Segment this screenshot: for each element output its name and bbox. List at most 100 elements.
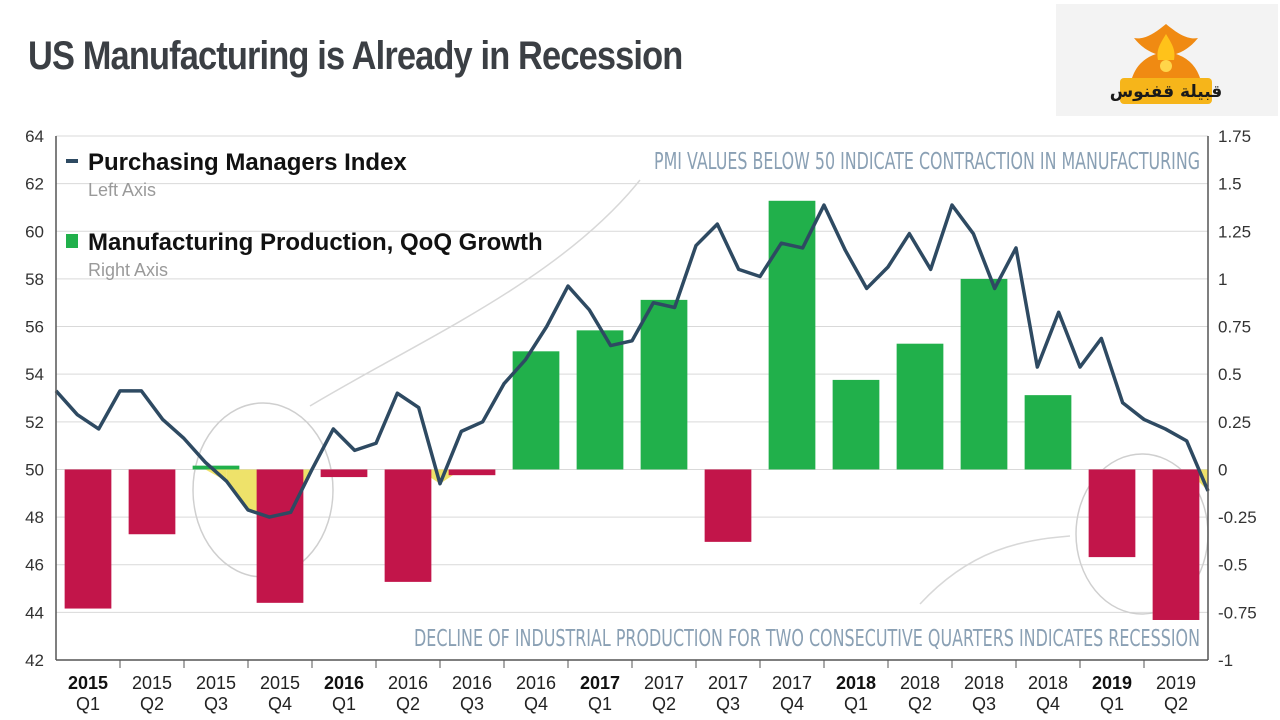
x-label-year: 2017 bbox=[580, 673, 620, 693]
production-bar bbox=[960, 278, 1008, 470]
x-label-year: 2015 bbox=[260, 673, 300, 693]
production-bar bbox=[768, 200, 816, 470]
production-bar bbox=[832, 379, 880, 470]
left-tick-label: 54 bbox=[25, 365, 44, 384]
left-tick-label: 44 bbox=[25, 603, 44, 622]
x-label-year: 2016 bbox=[388, 673, 428, 693]
annotation-connector-bottom bbox=[919, 535, 1071, 605]
left-axis-ticks: 42 44 46 48 50 52 54 56 58 60 62 64 bbox=[25, 127, 44, 670]
production-bar bbox=[1152, 469, 1200, 620]
production-bar bbox=[1024, 395, 1072, 470]
left-tick-label: 60 bbox=[25, 222, 44, 241]
left-tick-label: 52 bbox=[25, 413, 44, 432]
phoenix-icon bbox=[1132, 24, 1200, 78]
legend-production-label: Manufacturing Production, QoQ Growth bbox=[88, 229, 543, 256]
right-tick-label: 0.75 bbox=[1218, 318, 1251, 337]
legend: Purchasing Managers Index Left Axis Manu… bbox=[66, 149, 543, 280]
x-label-quarter: Q1 bbox=[844, 694, 868, 714]
x-label-year: 2015 bbox=[132, 673, 172, 693]
page-title: US Manufacturing is Already in Recession bbox=[28, 34, 683, 78]
legend-production-swatch bbox=[66, 234, 78, 248]
x-label-year: 2016 bbox=[324, 673, 364, 693]
x-label-quarter: Q1 bbox=[332, 694, 356, 714]
production-bar bbox=[1088, 469, 1136, 558]
pmi-series-line bbox=[54, 203, 1210, 519]
legend-production-axis-note: Right Axis bbox=[88, 260, 168, 280]
x-label-quarter: Q3 bbox=[204, 694, 228, 714]
x-label-quarter: Q4 bbox=[524, 694, 548, 714]
x-label-year: 2016 bbox=[452, 673, 492, 693]
pmi-contraction-shade bbox=[226, 469, 248, 510]
x-label-quarter: Q2 bbox=[652, 694, 676, 714]
production-bar bbox=[640, 299, 688, 470]
phoenix-logo-icon: قبيلة قفنوس bbox=[1056, 4, 1278, 116]
x-label-quarter: Q1 bbox=[1100, 694, 1124, 714]
right-tick-label: 0 bbox=[1218, 460, 1227, 479]
x-label-year: 2016 bbox=[516, 673, 556, 693]
production-bar bbox=[512, 351, 560, 470]
annotation-recession: DECLINE OF INDUSTRIAL PRODUCTION FOR TWO… bbox=[414, 626, 1200, 652]
x-label-quarter: Q3 bbox=[972, 694, 996, 714]
left-tick-label: 42 bbox=[25, 651, 44, 670]
left-tick-label: 46 bbox=[25, 556, 44, 575]
legend-pmi-label: Purchasing Managers Index bbox=[88, 149, 407, 176]
right-tick-label: 1 bbox=[1218, 270, 1227, 289]
x-label-quarter: Q3 bbox=[460, 694, 484, 714]
production-bar bbox=[704, 469, 752, 542]
x-label-year: 2015 bbox=[196, 673, 236, 693]
right-tick-label: 0.5 bbox=[1218, 365, 1242, 384]
x-label-year: 2018 bbox=[836, 673, 876, 693]
x-label-quarter: Q1 bbox=[588, 694, 612, 714]
x-label-year: 2018 bbox=[964, 673, 1004, 693]
x-label-quarter: Q4 bbox=[780, 694, 804, 714]
right-tick-label: -1 bbox=[1218, 651, 1233, 670]
right-tick-label: 1.25 bbox=[1218, 222, 1251, 241]
left-tick-label: 48 bbox=[25, 508, 44, 527]
x-label-year: 2017 bbox=[708, 673, 748, 693]
production-bar bbox=[192, 465, 240, 470]
production-bar bbox=[128, 469, 176, 535]
x-label-quarter: Q3 bbox=[716, 694, 740, 714]
x-label-quarter: Q4 bbox=[268, 694, 292, 714]
production-bar bbox=[256, 469, 304, 603]
x-label-quarter: Q2 bbox=[396, 694, 420, 714]
x-label-quarter: Q4 bbox=[1036, 694, 1060, 714]
x-label-year: 2015 bbox=[68, 673, 108, 693]
legend-pmi-swatch bbox=[66, 159, 78, 163]
right-tick-label: 1.75 bbox=[1218, 127, 1251, 146]
left-tick-label: 56 bbox=[25, 318, 44, 337]
production-bar bbox=[448, 469, 496, 476]
x-label-year: 2018 bbox=[1028, 673, 1068, 693]
x-label-year: 2017 bbox=[772, 673, 812, 693]
logo-text: قبيلة قفنوس bbox=[1110, 82, 1223, 102]
production-bar bbox=[64, 469, 112, 609]
production-bars bbox=[64, 200, 1200, 620]
legend-pmi-axis-note: Left Axis bbox=[88, 180, 156, 200]
x-axis-labels: 2015Q12015Q22015Q32015Q42016Q12016Q22016… bbox=[68, 660, 1196, 714]
x-label-quarter: Q2 bbox=[1164, 694, 1188, 714]
x-label-year: 2017 bbox=[644, 673, 684, 693]
pmi-contraction-shade bbox=[205, 469, 227, 482]
x-label-quarter: Q1 bbox=[76, 694, 100, 714]
right-tick-label: -0.5 bbox=[1218, 556, 1247, 575]
x-label-year: 2019 bbox=[1156, 673, 1196, 693]
x-label-quarter: Q2 bbox=[908, 694, 932, 714]
pmi-line bbox=[54, 203, 1210, 519]
logo: قبيلة قفنوس bbox=[1056, 4, 1278, 116]
annotation-pmi-contraction: PMI VALUES BELOW 50 INDICATE CONTRACTION… bbox=[654, 149, 1200, 175]
production-bar bbox=[576, 330, 624, 470]
left-tick-label: 62 bbox=[25, 175, 44, 194]
production-bar bbox=[320, 469, 368, 478]
annotation-connector-top bbox=[309, 179, 641, 407]
right-tick-label: -0.75 bbox=[1218, 603, 1257, 622]
production-bar bbox=[896, 343, 944, 470]
x-label-year: 2018 bbox=[900, 673, 940, 693]
right-tick-label: 1.5 bbox=[1218, 175, 1242, 194]
x-label-quarter: Q2 bbox=[140, 694, 164, 714]
left-tick-label: 50 bbox=[25, 460, 44, 479]
left-tick-label: 64 bbox=[25, 127, 44, 146]
right-tick-label: -0.25 bbox=[1218, 508, 1257, 527]
production-bar bbox=[384, 469, 432, 582]
x-label-year: 2019 bbox=[1092, 673, 1132, 693]
